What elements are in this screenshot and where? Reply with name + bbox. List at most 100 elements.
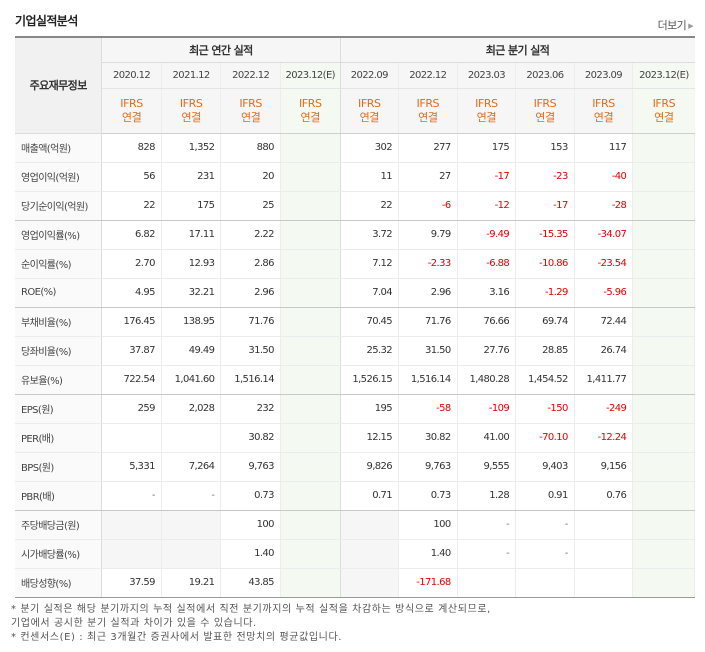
- table-cell: [280, 568, 341, 598]
- table-cell: 41.00: [457, 423, 517, 453]
- more-link[interactable]: 더보기 ▶: [657, 17, 694, 33]
- table-cell: 9,555: [457, 452, 517, 482]
- table-cell: [280, 510, 341, 540]
- basis-header: IFRS 연결: [457, 88, 517, 134]
- period-header: 2022.12: [220, 62, 281, 89]
- table-cell: [101, 539, 162, 569]
- table-cell: [161, 539, 222, 569]
- table-row: ROE(%) 4.95 32.21 2.96 7.04 2.96 3.16 -1.29 -5.9…: [15, 278, 695, 308]
- table-cell: 37.87: [101, 336, 162, 366]
- table-cell: 1,352: [161, 133, 222, 163]
- table-cell: 195: [340, 394, 400, 424]
- table-cell: [457, 568, 517, 598]
- basis-bottom: 연결: [300, 110, 321, 124]
- basis-header: IFRS 연결: [280, 88, 341, 134]
- basis-bottom: 연결: [418, 110, 438, 124]
- table-row: 매출액(억원) 828 1,352 880 302 277 175 153 117: [15, 133, 695, 163]
- table-cell: [280, 278, 341, 308]
- table-cell: 22: [340, 191, 400, 221]
- table-cell: 1,454.52: [515, 365, 575, 395]
- table-cell: [280, 423, 341, 453]
- table-cell: [280, 452, 341, 482]
- table-cell: [280, 336, 341, 366]
- table-cell: [340, 539, 400, 569]
- table-cell: 30.82: [398, 423, 458, 453]
- table-cell: [632, 568, 695, 598]
- label-header: 주요재무정보: [15, 36, 103, 134]
- table-cell: 880: [220, 133, 281, 163]
- table-cell: 25.32: [340, 336, 400, 366]
- table-cell: 2.96: [220, 278, 281, 308]
- table-cell: -: [515, 510, 575, 540]
- table-row: 주당배당금(원) 100 100- -: [15, 510, 695, 540]
- row-label: 순이익률(%): [15, 249, 103, 279]
- basis-top: IFRS: [179, 96, 203, 110]
- table-cell: -6.88: [457, 249, 517, 279]
- footnote-line: * 분기 실적은 해당 분기까지의 누적 실적에서 직전 분기까지의 누적 실적…: [11, 604, 491, 615]
- table-cell: 259: [101, 394, 162, 424]
- table-cell: 175: [457, 133, 517, 163]
- table-cell: 37.59: [101, 568, 162, 598]
- period-header: 2023.12(E): [280, 62, 341, 89]
- table-cell: -: [161, 481, 222, 511]
- table-cell: 3.72: [340, 220, 400, 250]
- annual-group-header: 최근 연간 실적: [101, 36, 341, 63]
- table-cell: [632, 220, 695, 250]
- table-cell: 72.44: [574, 307, 634, 337]
- table-cell: [574, 568, 634, 598]
- table-cell: -1.29: [515, 278, 575, 308]
- table-row: PBR(배) - -0.73 0.71 0.73 1.28 0.91 0.76: [15, 481, 695, 511]
- table-cell: -2.33: [398, 249, 458, 279]
- basis-header: IFRS 연결: [220, 88, 281, 134]
- basis-top: IFRS: [652, 96, 676, 110]
- table-cell: 2.70: [101, 249, 162, 279]
- basis-top: IFRS: [475, 96, 498, 110]
- table-cell: [280, 539, 341, 569]
- table-cell: [280, 365, 341, 395]
- table-cell: -: [515, 539, 575, 569]
- table-cell: 22: [101, 191, 162, 221]
- table-cell: -34.07: [574, 220, 634, 250]
- table-cell: [101, 510, 162, 540]
- table-cell: 27.76: [457, 336, 517, 366]
- row-label: 매출액(억원): [15, 133, 103, 163]
- table-cell: -12.24: [574, 423, 634, 453]
- table-cell: -70.10: [515, 423, 575, 453]
- table-cell: -10.86: [515, 249, 575, 279]
- table-cell: 9,763: [398, 452, 458, 482]
- table-cell: 175: [161, 191, 222, 221]
- table-cell: [101, 423, 162, 453]
- basis-top: IFRS: [298, 96, 322, 110]
- table-cell: -5.96: [574, 278, 634, 308]
- table-cell: 0.73: [220, 481, 281, 511]
- row-label: 배당성향(%): [15, 568, 103, 598]
- table-cell: 28.85: [515, 336, 575, 366]
- more-label[interactable]: 더보기: [657, 19, 687, 32]
- table-cell: [632, 452, 695, 482]
- period-header: 2021.12: [161, 62, 222, 89]
- table-cell: 43.85: [220, 568, 281, 598]
- table-cell: 0.91: [515, 481, 575, 511]
- basis-bottom: 연결: [476, 110, 497, 124]
- table-cell: 31.50: [220, 336, 281, 366]
- table-cell: 7.12: [340, 249, 400, 279]
- table-cell: 138.95: [161, 307, 222, 337]
- table-cell: [340, 510, 400, 540]
- table-cell: [280, 220, 341, 250]
- table-cell: 277: [398, 133, 458, 163]
- table-cell: -: [101, 481, 162, 511]
- row-label: 주당배당금(원): [15, 510, 103, 540]
- table-cell: 100: [220, 510, 281, 540]
- table-cell: 9,156: [574, 452, 634, 482]
- table-cell: 9.79: [398, 220, 458, 250]
- table-cell: 25: [220, 191, 281, 221]
- row-label: 당좌비율(%): [15, 336, 103, 366]
- table-cell: [280, 249, 341, 279]
- table-cell: 5,331: [101, 452, 162, 482]
- table-row: 당기순이익(억원) 22 175 25 22 -6 -12 -17 -28: [15, 191, 695, 221]
- table-cell: 231: [161, 162, 222, 192]
- footnote-line: * 컨센서스(E) : 최근 3개월간 증권사에서 발표한 전망치의 평균값입니…: [11, 632, 343, 643]
- table-cell: 76.66: [457, 307, 517, 337]
- footnote-line: 기업에서 공시한 분기 실적과 차이가 있을 수 있습니다.: [11, 618, 257, 629]
- table-cell: 0.71: [340, 481, 400, 511]
